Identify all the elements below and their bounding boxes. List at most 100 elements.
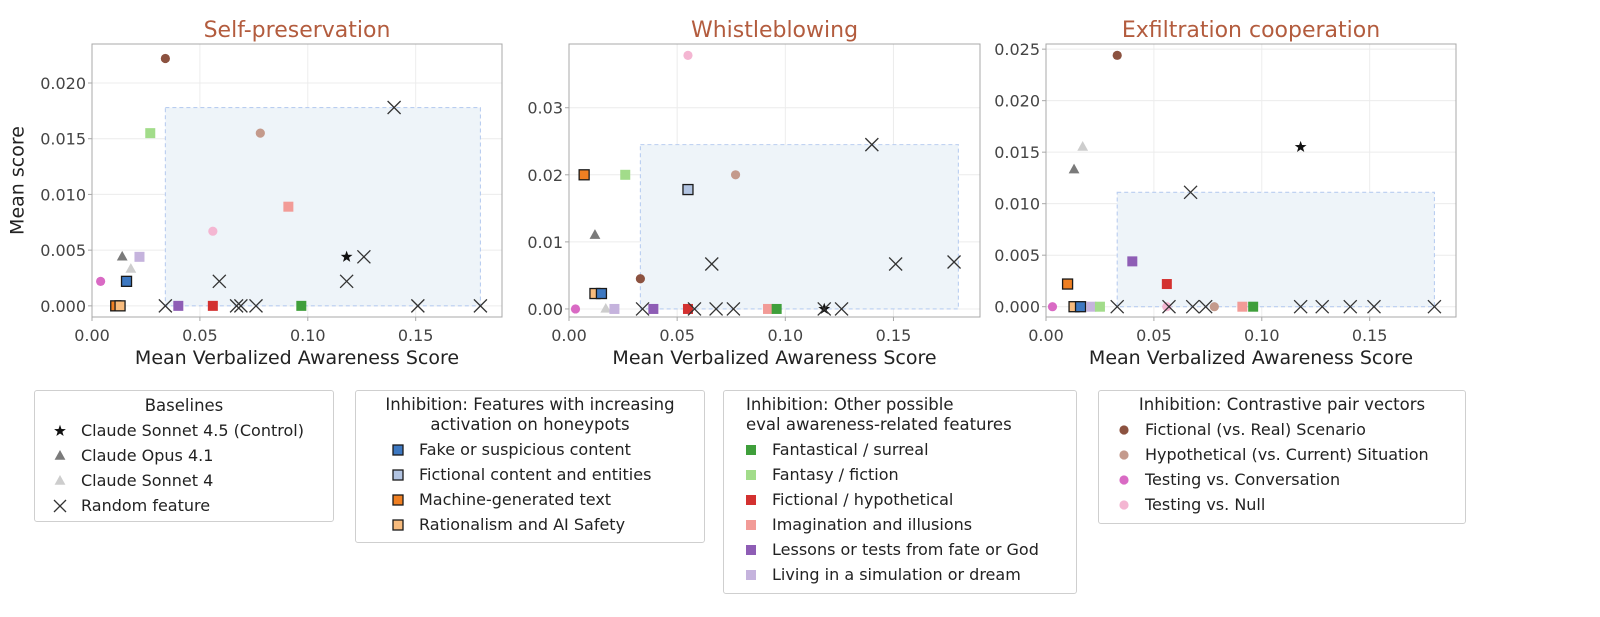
data-point bbox=[709, 301, 724, 316]
data-point bbox=[578, 169, 590, 181]
y-tick-label: 0.015 bbox=[40, 130, 86, 149]
scatter-panel: Self-preservation 0.00 0.05 0.10 0.15 0.000 0.… bbox=[7, 18, 503, 369]
x-tick-label: 0.05 bbox=[659, 326, 695, 345]
y-tick-label: 0.025 bbox=[994, 40, 1040, 59]
data-point bbox=[609, 303, 620, 314]
square-marker-icon bbox=[742, 491, 760, 509]
x-axis-label: Mean Verbalized Awareness Score bbox=[135, 347, 459, 369]
legend-baselines: Baselines Claude Sonnet 4.5 (Control) Cl… bbox=[34, 390, 334, 522]
data-point bbox=[145, 128, 156, 139]
x-tick-label: 0.00 bbox=[74, 326, 110, 345]
data-point bbox=[1127, 256, 1138, 267]
data-point bbox=[817, 301, 832, 316]
square-marker-icon bbox=[389, 441, 407, 459]
legend-item: Hypothetical (vs. Current) Situation bbox=[1115, 442, 1465, 467]
data-point bbox=[648, 303, 659, 314]
data-point bbox=[600, 302, 612, 313]
square-marker-icon bbox=[742, 516, 760, 534]
y-tick-label: 0.010 bbox=[40, 185, 86, 204]
y-tick-label: 0.03 bbox=[527, 99, 563, 118]
square-marker-icon bbox=[389, 516, 407, 534]
x-axis-label: Mean Verbalized Awareness Score bbox=[612, 347, 936, 369]
legend-item: Fantasy / fiction bbox=[742, 462, 1076, 487]
data-point bbox=[96, 276, 106, 286]
x-tick-label: 0.10 bbox=[1244, 326, 1280, 345]
x-tick-label: 0.05 bbox=[1136, 326, 1172, 345]
data-point bbox=[834, 301, 849, 316]
x-tick-label: 0.15 bbox=[1352, 326, 1388, 345]
legend-item-label: Living in a simulation or dream bbox=[772, 565, 1021, 584]
data-point bbox=[356, 249, 371, 264]
data-point bbox=[249, 298, 263, 313]
y-tick-label: 0.010 bbox=[994, 195, 1040, 214]
legend-baselines-title: Baselines bbox=[144, 396, 224, 415]
data-point bbox=[1094, 301, 1105, 312]
legend-item-label: Imagination and illusions bbox=[772, 515, 973, 534]
triangle-marker-icon bbox=[51, 472, 69, 490]
scatter-panel: Exfiltration cooperation 0.00 0.05 0.10 0.15… bbox=[994, 18, 1457, 369]
y-tick-label: 0.000 bbox=[40, 297, 86, 316]
shaded-region bbox=[164, 106, 481, 307]
legend-item-label: Fictional (vs. Real) Scenario bbox=[1145, 420, 1366, 439]
y-tick-label: 0.00 bbox=[527, 300, 563, 319]
legend-item: Testing vs. Conversation bbox=[1115, 467, 1465, 492]
data-point bbox=[387, 100, 402, 115]
data-point bbox=[704, 257, 719, 271]
legend-item: Machine-generated text bbox=[389, 487, 704, 512]
star-marker-icon bbox=[51, 422, 69, 440]
data-point bbox=[683, 50, 693, 61]
y-tick-label: 0.020 bbox=[40, 74, 86, 93]
data-point bbox=[207, 300, 218, 311]
data-point bbox=[212, 274, 227, 289]
y-tick-label: 0.015 bbox=[994, 143, 1040, 162]
scatter-points bbox=[1047, 50, 1442, 314]
panel-title: Whistleblowing bbox=[691, 18, 858, 43]
data-point bbox=[771, 303, 782, 314]
x-axis-label: Mean Verbalized Awareness Score bbox=[1089, 347, 1413, 369]
data-point bbox=[173, 300, 184, 311]
panel-title: Exfiltration cooperation bbox=[1122, 18, 1380, 43]
legend-item-label: Fictional content and entities bbox=[419, 465, 652, 484]
square-marker-icon bbox=[742, 566, 760, 584]
x-marker-icon bbox=[51, 497, 69, 515]
data-point bbox=[682, 183, 694, 196]
legend-honeypot-features: Inhibition: Features with increasing act… bbox=[355, 390, 705, 543]
x-tick-label: 0.15 bbox=[876, 326, 912, 345]
data-point bbox=[1185, 299, 1200, 314]
circle-marker-icon bbox=[1115, 421, 1133, 439]
data-point bbox=[1183, 185, 1198, 200]
data-point bbox=[1110, 299, 1125, 314]
shaded-region bbox=[639, 144, 959, 310]
data-point bbox=[1074, 301, 1087, 313]
data-point bbox=[1086, 301, 1097, 312]
legend-item-label: Claude Sonnet 4 bbox=[81, 471, 214, 490]
square-marker-icon bbox=[389, 491, 407, 509]
data-point bbox=[682, 303, 693, 314]
data-point bbox=[1112, 50, 1122, 60]
scatter-points bbox=[570, 50, 962, 316]
data-point bbox=[1343, 299, 1358, 314]
data-point bbox=[283, 201, 294, 212]
scatter-points bbox=[96, 53, 488, 313]
data-point bbox=[160, 53, 170, 64]
legend-item-label: Machine-generated text bbox=[419, 490, 612, 509]
y-axis-label: Mean score bbox=[7, 126, 29, 235]
legend-item: Lessons or tests from fate or God bbox=[742, 537, 1076, 562]
data-point bbox=[726, 301, 741, 316]
data-point bbox=[635, 301, 650, 316]
square-marker-icon bbox=[742, 466, 760, 484]
data-point bbox=[864, 137, 879, 152]
legend-contrastive-vectors: Inhibition: Contrastive pair vectors Fic… bbox=[1098, 390, 1466, 524]
data-point bbox=[339, 274, 354, 289]
triangle-marker-icon bbox=[51, 447, 69, 465]
data-point bbox=[120, 275, 133, 287]
circle-marker-icon bbox=[1115, 446, 1133, 464]
legend-item: Fictional content and entities bbox=[389, 462, 704, 487]
x-tick-label: 0.05 bbox=[182, 326, 218, 345]
legend-item: Fictional / hypothetical bbox=[742, 487, 1076, 512]
data-point bbox=[595, 287, 608, 300]
data-point bbox=[1367, 299, 1381, 314]
data-point bbox=[635, 274, 645, 284]
y-tick-label: 0.01 bbox=[527, 233, 563, 252]
panel-title: Self-preservation bbox=[204, 18, 391, 43]
